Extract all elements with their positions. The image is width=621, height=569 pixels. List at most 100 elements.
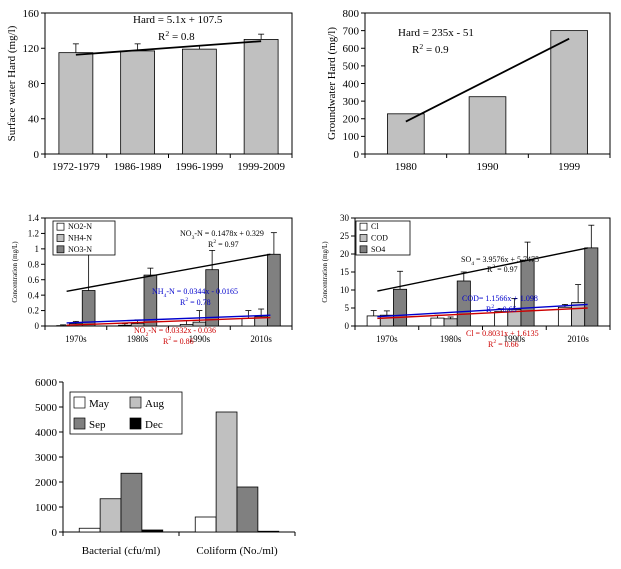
bar-so4 <box>456 280 471 327</box>
x-tick-label: 1986-1989 <box>114 161 162 173</box>
trend-equation-superscript: 2 <box>185 297 188 303</box>
legend-label: Cl <box>371 222 379 231</box>
x-tick-label: 1980s <box>440 334 462 344</box>
bar-may <box>78 527 101 533</box>
x-tick-label: 1972-1979 <box>52 161 100 173</box>
bar-dec <box>141 529 164 533</box>
trend-equation-superscript: 2 <box>491 304 494 310</box>
legend-box <box>69 391 183 435</box>
y-tick-label: 15 <box>340 267 350 277</box>
bar-value <box>181 48 217 155</box>
x-tick-label: 1980s <box>127 334 149 344</box>
trend-line <box>66 253 271 292</box>
trend-equation-superscript: 2 <box>168 336 171 342</box>
trend-equation: NO3-N = 0.1478x + 0.329 <box>180 229 264 241</box>
y-tick-label: 40 <box>28 114 40 126</box>
trend-equation-text: NO <box>180 229 192 238</box>
trend-equation: R2 = 0.9 <box>412 42 449 56</box>
legend-swatch <box>359 234 368 242</box>
y-tick-label: 0.4 <box>28 290 40 300</box>
trend-equation-superscript: 2 <box>165 29 169 38</box>
legend-swatch <box>56 245 65 254</box>
bar-value <box>243 39 279 155</box>
y-tick-label: 0 <box>52 527 58 539</box>
trend-equation-rest: = 0.97 <box>216 240 239 249</box>
trend-equation-superscript: 2 <box>419 42 423 51</box>
trend-equation-rest: = 0.66 <box>496 340 519 349</box>
y-tick-label: 5 <box>345 303 350 313</box>
legend-label: May <box>89 398 110 410</box>
trend-line <box>377 307 588 320</box>
y-tick-label: 20 <box>340 249 350 259</box>
trend-equation-text: Cl = 0.8031x + 1.6135 <box>466 329 539 338</box>
x-tick-label: 1990s <box>504 334 526 344</box>
trend-equation-subscript: 3 <box>192 235 195 241</box>
legend-swatch <box>73 396 86 409</box>
legend-label: NO3-N <box>68 245 92 254</box>
trend-equation: SO4 = 3.9576x + 5.7475 <box>461 255 539 267</box>
trend-equation-text: R <box>158 31 166 43</box>
trend-equation-text: R <box>487 265 493 274</box>
y-tick-label: 0 <box>34 149 40 161</box>
legend-label: NH4-N <box>68 234 92 243</box>
y-tick-label: 1.2 <box>28 229 39 239</box>
bar-cl <box>557 306 572 327</box>
trend-equation: Hard = 235x - 51 <box>398 27 474 39</box>
legend-label: NO2-N <box>68 222 92 231</box>
y-tick-label: 0 <box>345 321 350 331</box>
trend-equation-rest: = 0.97 <box>495 265 518 274</box>
trend-line <box>66 314 271 324</box>
y-axis-label: Concentration (mg/L) <box>321 241 329 303</box>
y-axis-label: Surface water Hard (mg/l) <box>6 25 18 141</box>
y-tick-label: 5000 <box>35 402 58 414</box>
trend-line <box>377 247 588 292</box>
bar-value <box>550 30 588 155</box>
bar-value <box>58 52 94 155</box>
y-tick-label: 500 <box>343 61 360 73</box>
x-tick-label: 2010s <box>567 334 589 344</box>
y-tick-label: 0 <box>35 321 40 331</box>
y-tick-label: 100 <box>343 131 360 143</box>
trend-equation: R2 = 0.8 <box>158 29 195 43</box>
x-tick-label: 1996-1999 <box>176 161 224 173</box>
trend-equation: NO2-N = 0.0332x - 0.036 <box>134 326 216 338</box>
y-tick-label: 1000 <box>35 502 58 514</box>
trend-equation: R2 = 0.97 <box>208 239 239 249</box>
y-tick-label: 120 <box>23 43 40 55</box>
bar-sep <box>236 486 259 533</box>
y-tick-label: 6000 <box>35 377 58 389</box>
y-tick-label: 1.4 <box>28 213 40 223</box>
trend-equation: NH4-N = 0.0344x - 0.0165 <box>152 287 238 299</box>
y-axis-label: Concentration (mg/L) <box>11 241 19 303</box>
x-tick-label: Bacterial (cfu/ml) <box>82 545 161 557</box>
y-tick-label: 4000 <box>35 427 58 439</box>
legend-label: SO4 <box>371 245 385 254</box>
trend-equation-text: Hard = 235x - 51 <box>398 27 474 39</box>
trend-equation: R2 = 0.65 <box>486 304 517 314</box>
x-tick-label: Coliform (No./ml) <box>196 545 278 557</box>
x-tick-label: 1999-2009 <box>237 161 285 173</box>
chart-d: 0 5 10 15 20 25 30 1970s 1980s 1990s 2010s Concentr… <box>321 213 611 349</box>
trend-equation-text: Hard = 5.1x + 107.5 <box>133 14 223 26</box>
trend-equation-text: R <box>486 305 492 314</box>
y-tick-label: 160 <box>23 8 40 20</box>
trend-equation-text: R <box>180 298 186 307</box>
legend-label: Sep <box>89 419 106 431</box>
bar-cod <box>571 302 586 327</box>
y-tick-label: 200 <box>343 114 360 126</box>
trend-equation-text: SO <box>461 255 471 264</box>
bar-value <box>120 50 156 155</box>
bar-no2-n <box>118 324 132 327</box>
trend-equation-text: R <box>412 44 420 56</box>
bar-value <box>468 96 507 155</box>
x-tick-label: 1990s <box>189 334 211 344</box>
trend-equation-superscript: 2 <box>493 339 496 345</box>
trend-line <box>66 316 271 326</box>
x-tick-label: 1990 <box>477 161 500 173</box>
legend-swatch <box>129 417 142 430</box>
chart-e: 0 1000 2000 3000 4000 5000 6000 Bacterial (cfu/… <box>35 377 296 557</box>
trend-equation-rest: = 0.9 <box>423 44 449 56</box>
y-tick-label: 10 <box>340 285 350 295</box>
legend-label: COD <box>371 234 388 243</box>
